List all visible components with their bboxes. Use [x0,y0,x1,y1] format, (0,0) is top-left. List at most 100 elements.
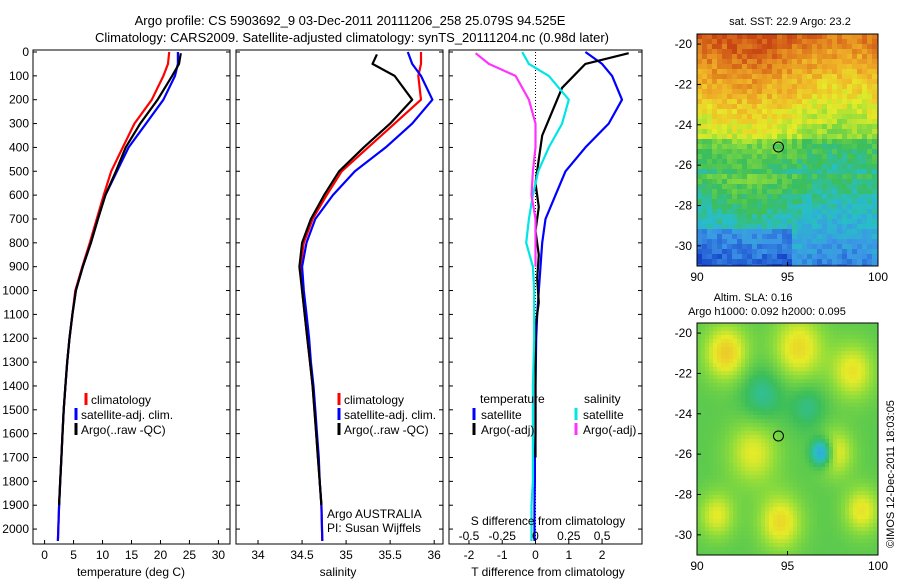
heatmap-cell [725,499,730,504]
heatmap-cell [761,439,766,444]
heatmap-cell [701,415,706,420]
heatmap-cell [849,439,854,444]
heatmap-cell [753,507,758,512]
heatmap-cell [727,249,733,255]
heatmap-cell [857,403,862,408]
heatmap-cell [873,411,878,416]
s-tick-label: 0.5 [594,529,611,543]
heatmap-cell [813,323,818,328]
heatmap-cell [769,499,774,504]
heatmap-cell [753,475,758,480]
heatmap-cell [817,214,823,220]
heatmap-cell [741,483,746,488]
heatmap-cell [825,379,830,384]
heatmap-cell [865,471,870,476]
heatmap-cell [745,327,750,332]
heatmap-cell [762,139,768,145]
heatmap-cell [733,347,738,352]
heatmap-cell [837,447,842,452]
heatmap-cell [727,34,733,40]
heatmap-cell [757,194,763,200]
heatmap-cell [821,443,826,448]
heatmap-cell [827,139,833,145]
heatmap-cell [813,391,818,396]
heatmap-cell [752,194,758,200]
heatmap-cell [737,159,743,165]
heatmap-cell [701,383,706,388]
heatmap-cell [782,234,788,240]
heatmap-cell [761,483,766,488]
heatmap-cell [805,391,810,396]
heatmap-cell [705,443,710,448]
heatmap-cell [757,99,763,105]
heatmap-cell [767,94,773,100]
salinity-ticks-group: 34 34.5 35 35.5 36 [236,51,443,562]
heatmap-cell [701,351,706,356]
heatmap-cell [753,359,758,364]
heatmap-cell [737,149,743,155]
heatmap-cell [757,483,762,488]
heatmap-cell [762,129,768,135]
heatmap-cell [872,234,878,240]
heatmap-cell [712,164,718,170]
heatmap-cell [832,219,838,225]
heatmap-cell [845,547,850,552]
heatmap-cell [697,169,703,175]
heatmap-cell [737,495,742,500]
heatmap-cell [767,264,773,266]
heatmap-cell [777,159,783,165]
heatmap-cell [737,407,742,412]
heatmap-cell [805,323,810,328]
heatmap-cell [865,375,870,380]
heatmap-cell [789,391,794,396]
heatmap-cell [873,499,878,504]
heatmap-cell [752,189,758,195]
heatmap-cell [872,79,878,85]
heatmap-cell [729,339,734,344]
heatmap-cell [797,387,802,392]
heatmap-cell [873,487,878,492]
heatmap-cell [762,59,768,65]
heatmap-cell [777,487,782,492]
heatmap-cell [841,547,846,552]
heatmap-cell [777,104,783,110]
heatmap-cell [842,239,848,245]
heatmap-cell [742,159,748,165]
heatmap-cell [817,363,822,368]
heatmap-cell [849,539,854,544]
heatmap-cell [802,64,808,70]
heatmap-cell [729,495,734,500]
heatmap-cell [785,443,790,448]
heatmap-cell [861,527,866,532]
heatmap-cell [865,527,870,532]
heatmap-cell [841,479,846,484]
heatmap-cell [813,399,818,404]
heatmap-cell [765,439,770,444]
heatmap-cell [789,371,794,376]
heatmap-cell [737,475,742,480]
heatmap-cell [841,543,846,548]
heatmap-cell [853,479,858,484]
heatmap-cell [757,54,763,60]
heatmap-cell [697,535,702,540]
heatmap-cell [713,475,718,480]
heatmap-cell [729,379,734,384]
heatmap-cell [829,551,834,555]
heatmap-cell [697,49,703,55]
heatmap-cell [732,139,738,145]
heatmap-cell [873,551,878,555]
heatmap-cell [727,114,733,120]
heatmap-cell [869,347,874,352]
heatmap-cell [757,455,762,460]
heatmap-cell [705,551,710,555]
heatmap-cell [793,367,798,372]
heatmap-cell [781,479,786,484]
heatmap-cell [802,179,808,185]
heatmap-cell [812,104,818,110]
heatmap-cell [813,415,818,420]
heatmap-cell [767,239,773,245]
heatmap-cell [801,459,806,464]
heatmap-cell [705,519,710,524]
heatmap-cell [802,199,808,205]
heatmap-cell [857,383,862,388]
